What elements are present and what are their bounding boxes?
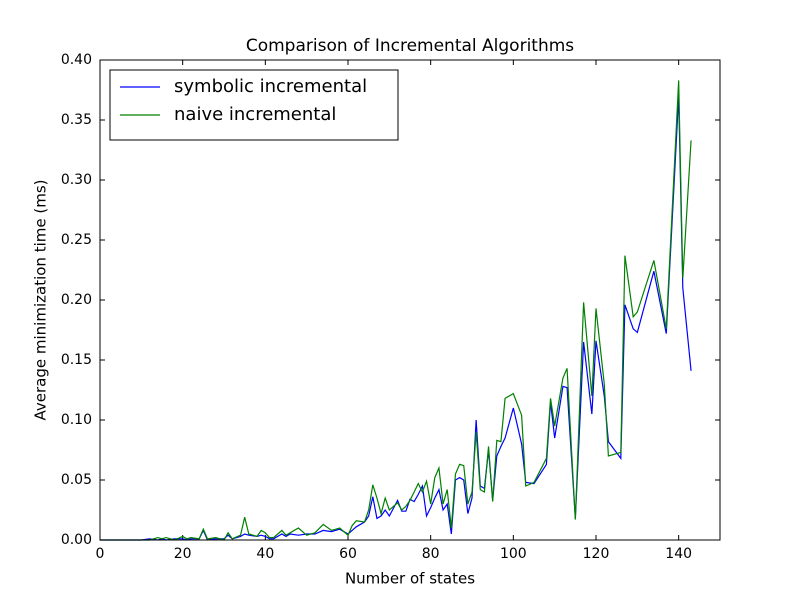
x-tick-label: 60 [339, 546, 357, 562]
legend-label: symbolic incremental [174, 76, 367, 97]
y-tick-label: 0.00 [61, 532, 92, 548]
y-tick-label: 0.35 [61, 112, 92, 128]
y-tick-label: 0.25 [61, 232, 92, 248]
plot-frame [99, 59, 721, 541]
series-line [100, 80, 692, 541]
x-tick-label: 20 [174, 546, 192, 562]
y-tick-label: 0.30 [61, 172, 92, 188]
legend-label: naive incremental [174, 104, 336, 125]
x-tick-label: 0 [96, 546, 105, 562]
x-tick-label: 40 [256, 546, 274, 562]
y-tick-label: 0.20 [61, 292, 92, 308]
y-tick-label: 0.05 [61, 472, 92, 488]
y-tick-label: 0.10 [61, 412, 92, 428]
y-tick-label: 0.40 [61, 52, 92, 68]
x-tick-label: 100 [500, 546, 527, 562]
x-axis-label: Number of states [345, 570, 475, 588]
legend-box [109, 69, 399, 141]
x-tick-label: 140 [665, 546, 692, 562]
x-tick-label: 120 [583, 546, 610, 562]
y-axis-label: Average minimization time (ms) [32, 180, 50, 421]
chart-title: Comparison of Incremental Algorithms [246, 36, 574, 56]
y-tick-label: 0.15 [61, 352, 92, 368]
x-tick-label: 80 [422, 546, 440, 562]
